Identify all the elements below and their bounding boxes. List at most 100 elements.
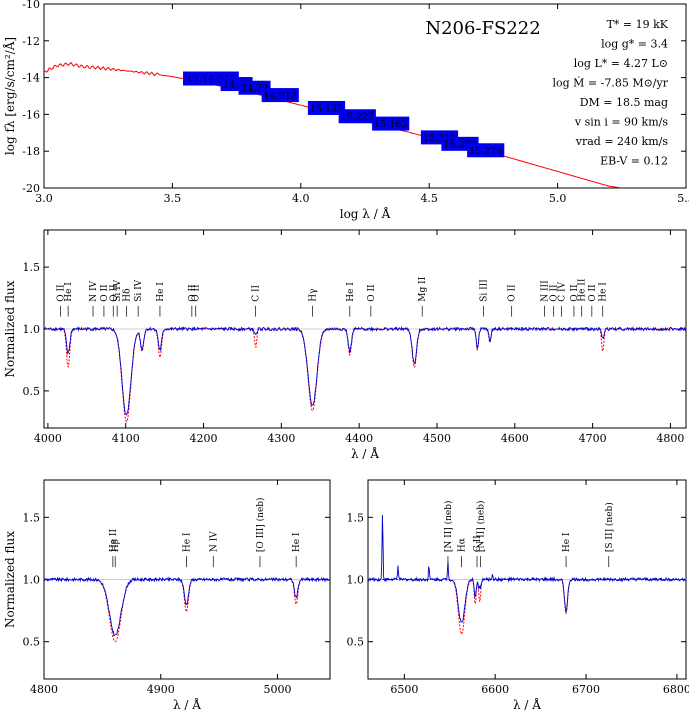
x-axis-label: λ / Å — [351, 446, 379, 461]
x-tick-label: 4400 — [345, 432, 373, 445]
line-id-label: O II — [508, 284, 518, 302]
x-tick-label: 4800 — [30, 683, 58, 696]
panel-1: 4000 4100 4200 4300 4400 4500 4600 4700 4800 0.5 1… — [3, 229, 687, 461]
line-id-label: Hγ — [308, 289, 318, 302]
line-id-label: N IV — [209, 531, 219, 552]
y-tick-label: 1.5 — [347, 511, 365, 524]
stellar-parameter: log g* = 3.4 — [601, 38, 668, 51]
photometry-box — [372, 116, 410, 131]
x-tick-label: 6700 — [572, 683, 600, 696]
plot-frame — [43, 3, 687, 189]
photometry-box — [338, 109, 376, 124]
y-tick-label: -12 — [22, 35, 40, 48]
line-id-label: O II — [570, 284, 580, 302]
line-id-label: C II — [252, 284, 262, 301]
line-id-label: N III — [540, 280, 550, 302]
y-tick-label: 0.5 — [23, 385, 41, 398]
photometry-label: 15.279 — [443, 139, 476, 150]
line-id-label: He I — [156, 282, 166, 302]
x-tick-label: 4000 — [34, 432, 62, 445]
stellar-parameter: log Ṁ = -7.85 M⊙/yr — [552, 76, 668, 90]
x-tick-label: 4600 — [501, 432, 529, 445]
y-tick-label: 0.5 — [347, 636, 365, 649]
stellar-parameter: log L* = 4.27 L⊙ — [574, 57, 668, 70]
photometry-box — [467, 143, 505, 158]
line-id-label: He I — [346, 282, 356, 302]
x-tick-label: 4300 — [267, 432, 295, 445]
x-axis-label: log λ / Å — [340, 206, 391, 221]
photometry-label: 15.223 — [341, 112, 374, 123]
x-tick-label: 6600 — [481, 683, 509, 696]
x-tick-label: 4700 — [579, 432, 607, 445]
line-id-label: He I — [599, 282, 609, 302]
x-tick-label: 4.0 — [292, 192, 310, 205]
y-tick-label: -16 — [22, 108, 40, 121]
y-axis-label: Normalized flux — [3, 280, 17, 377]
line-id-label: Hβ — [111, 539, 121, 552]
y-tick-label: -14 — [22, 72, 40, 85]
line-id-label: He I — [292, 532, 302, 552]
line-id-label: [S II] (neb) — [604, 502, 615, 552]
photometry-label: 14.77 — [223, 80, 250, 91]
photometry-label: 15.311 — [423, 133, 456, 144]
x-axis-label: λ / Å — [513, 697, 541, 712]
x-tick-label: 6800 — [663, 683, 689, 696]
x-tick-label: 4.5 — [420, 192, 438, 205]
y-axis-label: Normalized flux — [3, 531, 17, 628]
photometry-label: 15.163 — [374, 119, 407, 130]
line-id-label: He I — [64, 282, 74, 302]
y-tick-label: -18 — [22, 145, 40, 158]
y-tick-label: 1.5 — [23, 511, 41, 524]
y-tick-label: 1.5 — [23, 261, 41, 274]
line-id-label: O II — [550, 284, 560, 302]
x-tick-label: 4500 — [423, 432, 451, 445]
line-id-label: O II — [109, 284, 119, 302]
x-tick-label: 4900 — [147, 683, 175, 696]
photometry-label: 14.912 — [264, 91, 297, 102]
stellar-parameter: EB-V = 0.12 — [600, 155, 668, 168]
line-id-label: Hα — [458, 538, 468, 552]
x-tick-label: 3.0 — [35, 192, 53, 205]
y-tick-label: 1.0 — [347, 574, 365, 587]
stellar-parameter: vrad = 240 km/s — [575, 135, 669, 148]
photometry-label: 14.79 — [241, 83, 268, 94]
stellar-parameter: T* = 19 kK — [607, 18, 669, 31]
model-spectrum-line — [368, 579, 686, 636]
x-tick-label: 5.0 — [549, 192, 567, 205]
panel-0: 3.0 3.5 4.0 4.5 5.0 5.5 -10 -12 -14 -16 -18 -20 log … — [2, 0, 689, 221]
line-id-label: He I — [562, 532, 572, 552]
panel-2: 4800 4900 5000 0.5 1.0 1.5 λ / Å Normalized flu… — [3, 479, 331, 712]
y-tick-label: -20 — [22, 182, 40, 195]
line-id-label: Si IV — [113, 279, 123, 301]
line-id-label: O II — [100, 284, 110, 302]
line-id-label: He I — [182, 532, 192, 552]
x-tick-label: 6500 — [390, 683, 418, 696]
x-tick-label: 4200 — [190, 432, 218, 445]
chart-title: N206-FS222 — [425, 18, 540, 39]
line-id-label: Hδ — [122, 288, 132, 301]
photometry-label: 15.279 — [469, 146, 502, 157]
y-tick-label: 1.0 — [23, 323, 41, 336]
line-id-label: Mg II — [418, 276, 428, 301]
y-axis-label: log fλ [erg/s/cm²/Å] — [2, 37, 17, 155]
x-tick-label: 4100 — [112, 432, 140, 445]
line-id-label: He II — [109, 529, 119, 553]
line-id-label: Si III — [480, 279, 490, 302]
stellar-parameter: DM = 18.5 mag — [580, 96, 668, 109]
observed-spectrum-line — [367, 514, 687, 623]
line-id-label: He II — [578, 278, 588, 302]
line-id-label: C II — [473, 535, 483, 552]
photometry-label: 13.14.545 — [187, 74, 235, 85]
observed-spectrum-line — [43, 325, 687, 416]
line-id-label: O II — [56, 284, 66, 302]
line-id-label: O II — [192, 284, 202, 302]
x-axis-label: λ / Å — [173, 697, 201, 712]
photometry-box — [261, 88, 299, 103]
y-tick-label: -10 — [22, 0, 40, 11]
line-id-label: Si IV — [134, 279, 144, 301]
stellar-parameter: v sin i = 90 km/s — [574, 116, 668, 129]
panel-3: 6500 6600 6700 6800 0.5 1.0 1.5 λ / Å [N II] (ne… — [347, 479, 689, 712]
line-id-label: C IV — [557, 281, 567, 301]
observed-spectrum-line — [43, 576, 331, 637]
